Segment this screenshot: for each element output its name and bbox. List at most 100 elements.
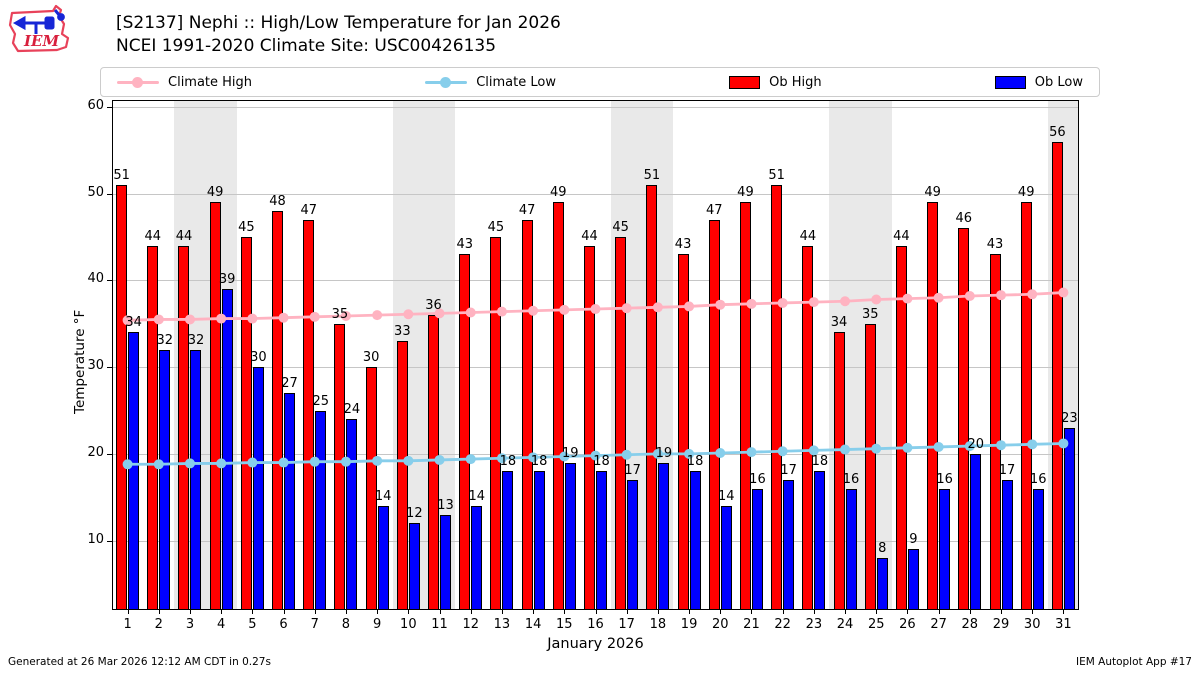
climate-low-marker — [621, 449, 632, 460]
x-tick-label: 27 — [930, 617, 947, 632]
x-tick-label: 15 — [556, 617, 573, 632]
ob-high-value-label: 35 — [331, 306, 349, 322]
y-gridline — [112, 367, 1079, 369]
x-tick-label: 11 — [431, 617, 448, 632]
legend-label-ob-high: Ob High — [769, 74, 822, 90]
x-tick-mark — [439, 610, 441, 614]
y-gridline — [112, 280, 1079, 282]
chart-legend: Climate High Climate Low Ob High Ob Low — [100, 67, 1100, 97]
climate-low-marker — [590, 450, 601, 461]
x-tick-mark — [720, 610, 722, 614]
y-tick-mark — [107, 193, 112, 195]
climate-high-marker — [247, 313, 258, 324]
app-credit: IEM Autoplot App #17 — [1076, 656, 1192, 668]
x-tick-mark — [938, 610, 940, 614]
x-tick-mark — [408, 610, 410, 614]
climate-high-marker — [715, 299, 726, 310]
ob-high-value-label: 44 — [175, 228, 193, 244]
x-tick-mark — [1001, 610, 1003, 614]
ob-high-value-label: 47 — [705, 202, 723, 218]
climate-low-marker — [996, 440, 1007, 451]
legend-label-climate-low: Climate Low — [476, 74, 556, 90]
ob-high-value-label: 49 — [737, 185, 754, 201]
ob-low-value-label: 17 — [780, 462, 797, 478]
x-tick-label: 7 — [310, 617, 319, 632]
climate-low-marker — [1058, 438, 1069, 449]
x-tick-mark — [907, 610, 909, 614]
x-tick-label: 26 — [899, 617, 916, 632]
climate-low-marker — [1027, 439, 1038, 450]
climate-low-marker — [684, 448, 695, 459]
climate-high-marker — [933, 292, 944, 303]
page-title: [S2137] Nephi :: High/Low Temperature fo… — [116, 12, 561, 58]
x-tick-mark — [1063, 610, 1065, 614]
x-tick-mark — [501, 610, 503, 614]
climate-high-marker — [434, 308, 445, 319]
climate-low-marker — [528, 452, 539, 463]
x-tick-mark — [377, 610, 379, 614]
climate-high-marker — [528, 305, 539, 316]
climate-low-marker — [309, 456, 320, 467]
x-tick-mark — [782, 610, 784, 614]
x-tick-label: 30 — [1023, 617, 1041, 632]
ob-low-value-label: 18 — [686, 454, 704, 470]
x-tick-label: 16 — [587, 617, 604, 632]
ob-low-value-label: 25 — [312, 393, 330, 409]
ob-low-value-label: 39 — [218, 272, 236, 288]
climate-low-marker — [153, 459, 164, 470]
ob-low-value-label: 16 — [936, 471, 953, 487]
climate-high-marker — [372, 310, 383, 321]
climate-low-marker — [247, 457, 258, 468]
x-tick-label: 3 — [185, 617, 195, 632]
climate-high-marker — [590, 304, 601, 315]
climate-high-marker — [216, 313, 227, 324]
ob-high-value-label: 44 — [799, 228, 817, 244]
ob-low-value-label: 14 — [374, 488, 392, 504]
x-tick-mark — [689, 610, 691, 614]
ob-low-value-label: 30 — [250, 350, 267, 366]
climate-high-marker — [621, 303, 632, 314]
ob-high-value-label: 49 — [550, 185, 567, 201]
ob-low-value-label: 17 — [624, 462, 641, 478]
title-line-1: [S2137] Nephi :: High/Low Temperature fo… — [116, 13, 561, 33]
x-tick-mark — [533, 610, 535, 614]
x-tick-label: 31 — [1055, 617, 1072, 632]
climate-lines-layer — [122, 287, 1069, 470]
climate-high-marker — [122, 315, 133, 326]
climate-low-marker — [340, 456, 351, 467]
ob-low-value-label: 13 — [437, 497, 454, 513]
climate-low-marker — [122, 459, 133, 470]
x-tick-mark — [470, 610, 472, 614]
y-tick-label: 60 — [87, 97, 104, 113]
ob-low-value-label: 27 — [281, 376, 298, 392]
x-tick-label: 18 — [649, 617, 667, 632]
ob-high-value-label: 44 — [893, 228, 910, 244]
climate-low-marker — [871, 443, 882, 454]
y-tick-label: 50 — [87, 184, 104, 200]
ob-low-value-label: 20 — [967, 436, 985, 452]
y-tick-mark — [107, 280, 112, 282]
y-gridline — [112, 540, 1079, 542]
ob-high-value-label: 51 — [768, 168, 785, 183]
ob-high-value-label: 36 — [425, 298, 442, 314]
title-line-2: NCEI 1991-2020 Climate Site: USC00426135 — [116, 36, 497, 56]
x-tick-mark — [1032, 610, 1034, 614]
ob-high-value-label: 43 — [986, 237, 1004, 253]
x-tick-label: 5 — [248, 617, 257, 632]
ob-high-value-label: 43 — [674, 237, 692, 253]
ob-high-value-label: 49 — [206, 185, 224, 201]
climate-low-marker — [278, 457, 289, 468]
x-tick-label: 10 — [400, 617, 417, 632]
ob-high-value-label: 48 — [269, 194, 286, 210]
ob-high-value-label: 44 — [581, 228, 598, 244]
ob-low-value-label: 32 — [156, 332, 174, 348]
climate-high-marker — [184, 314, 195, 325]
ob-low-value-label: 14 — [717, 488, 735, 504]
x-tick-mark — [845, 610, 847, 614]
ob-low-value-label: 32 — [187, 332, 205, 348]
x-tick-mark — [252, 610, 254, 614]
x-tick-mark — [657, 610, 659, 614]
ob-low-value-label: 9 — [909, 532, 918, 548]
y-tick-mark — [107, 367, 112, 369]
climate-low-marker — [372, 455, 383, 466]
